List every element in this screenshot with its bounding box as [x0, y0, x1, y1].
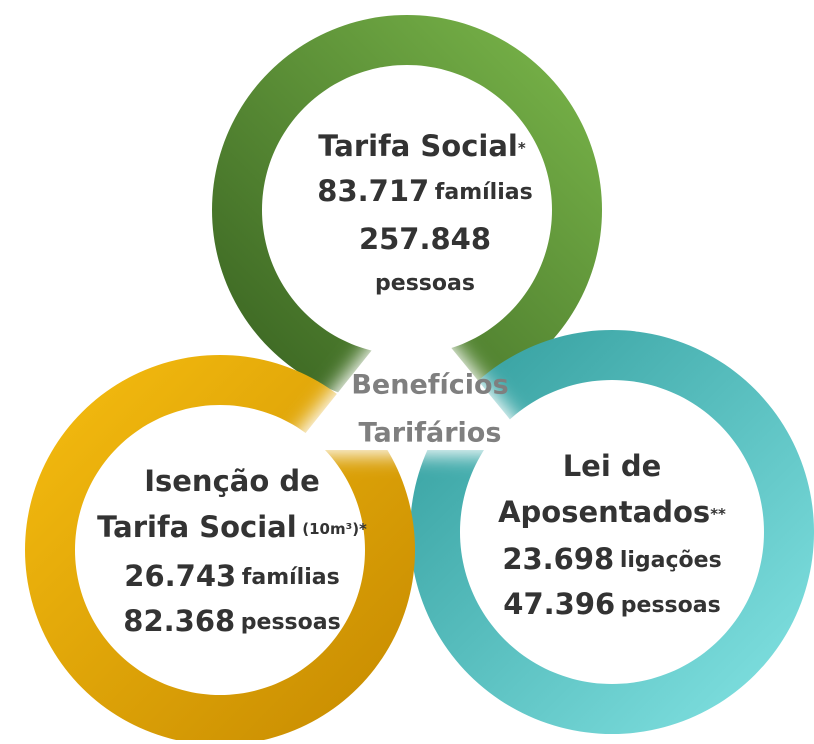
title-text: Aposentados [498, 495, 710, 529]
title-text: Tarifa Social [318, 129, 518, 163]
number: 47.396 [503, 587, 615, 621]
center-label: Tarifários [359, 418, 502, 449]
number: 23.698 [502, 542, 614, 576]
unit: pessoas [241, 610, 341, 635]
unit: ligações [620, 548, 722, 573]
note: (10m³)* [302, 520, 367, 538]
stat: 47.396 pessoas [503, 587, 720, 621]
stat: 82.368 pessoas [123, 604, 340, 638]
stat: 23.698 ligações [502, 542, 721, 576]
title: Isenção de [144, 464, 320, 498]
footnote-mark: * [518, 139, 526, 157]
title-text: Tarifa Social [97, 510, 297, 544]
footnote-mark: ** [710, 505, 726, 523]
unit: famílias [242, 565, 340, 590]
stat: 83.717 famílias [317, 174, 532, 208]
title: Lei de [563, 449, 662, 483]
number: 26.743 [124, 559, 236, 593]
triangle [292, 300, 535, 450]
unit: pessoas [621, 593, 721, 618]
title: Tarifa Social* [318, 129, 526, 163]
unit: famílias [435, 180, 533, 205]
number: 82.368 [123, 604, 235, 638]
center-label: Benefícios [351, 370, 508, 401]
stat: 26.743 famílias [124, 559, 339, 593]
number: 83.717 [317, 174, 429, 208]
number: 257.848 [359, 222, 491, 256]
title: Tarifa Social (10m³)* [97, 510, 367, 544]
unit: pessoas [375, 271, 475, 296]
title: Aposentados** [498, 495, 726, 529]
